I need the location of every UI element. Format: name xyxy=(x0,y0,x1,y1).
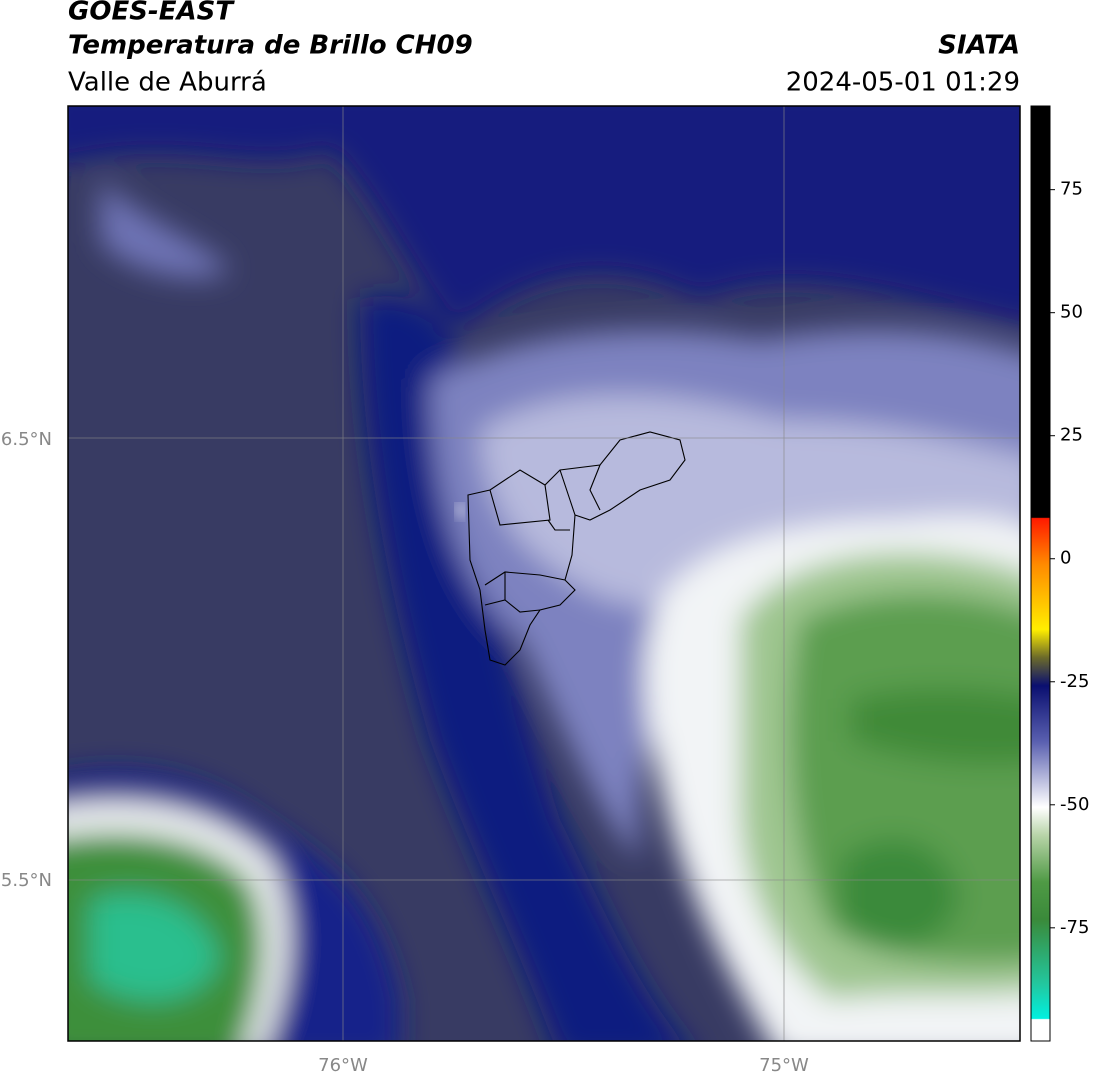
map-frame xyxy=(67,105,1021,1042)
title: GOES-EAST xyxy=(68,0,235,27)
colorbar xyxy=(1030,105,1051,1042)
colorbar-tick-label: 75 xyxy=(1060,179,1083,200)
colorbar-tick-label: -50 xyxy=(1060,794,1089,815)
colorbar-tick-label: 0 xyxy=(1060,548,1071,569)
colorbar-tick-label: 25 xyxy=(1060,425,1083,446)
colorbar-ticks: 75 50 25 0 -25 -50 -75 xyxy=(1050,179,1089,938)
lon-label: 76°W xyxy=(318,1055,368,1076)
source: SIATA xyxy=(938,31,1020,61)
colorbar-tick-label: -25 xyxy=(1060,671,1089,692)
subtitle: Temperatura de Brillo CH09 xyxy=(68,31,473,61)
colorbar-tick-label: 50 xyxy=(1060,302,1083,323)
lon-label: 75°W xyxy=(759,1055,809,1076)
lat-label: 6.5°N xyxy=(1,429,52,450)
region: Valle de Aburrá xyxy=(68,68,267,98)
lat-label: 5.5°N xyxy=(1,870,52,891)
colorbar-tick-label: -75 xyxy=(1060,917,1089,938)
datetime: 2024-05-01 01:29 xyxy=(786,68,1020,98)
map-field xyxy=(68,106,1020,1041)
